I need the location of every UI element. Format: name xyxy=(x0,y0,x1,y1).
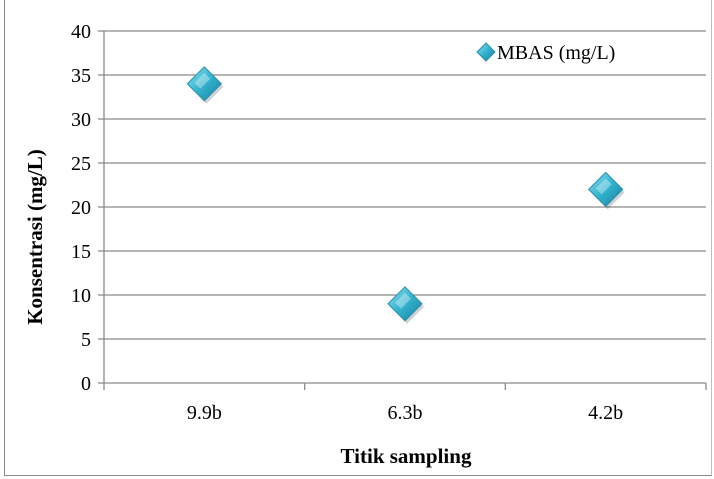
chart-frame xyxy=(4,0,712,476)
x-tick-label: 4.2b xyxy=(588,402,623,424)
y-tick-label: 0 xyxy=(81,373,91,395)
x-tick-label: 9.9b xyxy=(187,402,222,424)
data-point xyxy=(387,286,423,322)
y-tick-label: 10 xyxy=(71,285,91,307)
y-tick-label: 15 xyxy=(71,241,91,263)
legend-label: MBAS (mg/L) xyxy=(497,42,615,64)
x-tick-labels: 9.9b 6.3b 4.2b xyxy=(103,383,707,424)
y-tick-label: 35 xyxy=(71,65,91,87)
y-tick-label: 20 xyxy=(71,197,91,219)
y-axis-title: Konsentrasi (mg/L) xyxy=(23,149,47,325)
y-tick-label: 5 xyxy=(81,329,91,351)
data-points xyxy=(186,66,625,324)
legend: MBAS (mg/L) xyxy=(476,42,615,64)
data-point-highlight xyxy=(395,292,411,309)
y-tick-label: 40 xyxy=(71,21,91,43)
data-point xyxy=(186,66,223,102)
y-tick-label: 25 xyxy=(71,153,91,175)
legend-marker-diamond-icon xyxy=(476,42,496,62)
y-tick-labels: 0 5 10 15 20 25 30 35 40 xyxy=(71,21,104,395)
x-axis-title: Titik sampling xyxy=(341,444,472,468)
data-point-highlight xyxy=(194,72,211,89)
y-tick-label: 30 xyxy=(71,109,91,131)
data-point-highlight xyxy=(595,178,612,195)
data-point xyxy=(587,171,624,208)
x-tick-label: 6.3b xyxy=(388,402,423,424)
gridlines xyxy=(104,30,706,340)
